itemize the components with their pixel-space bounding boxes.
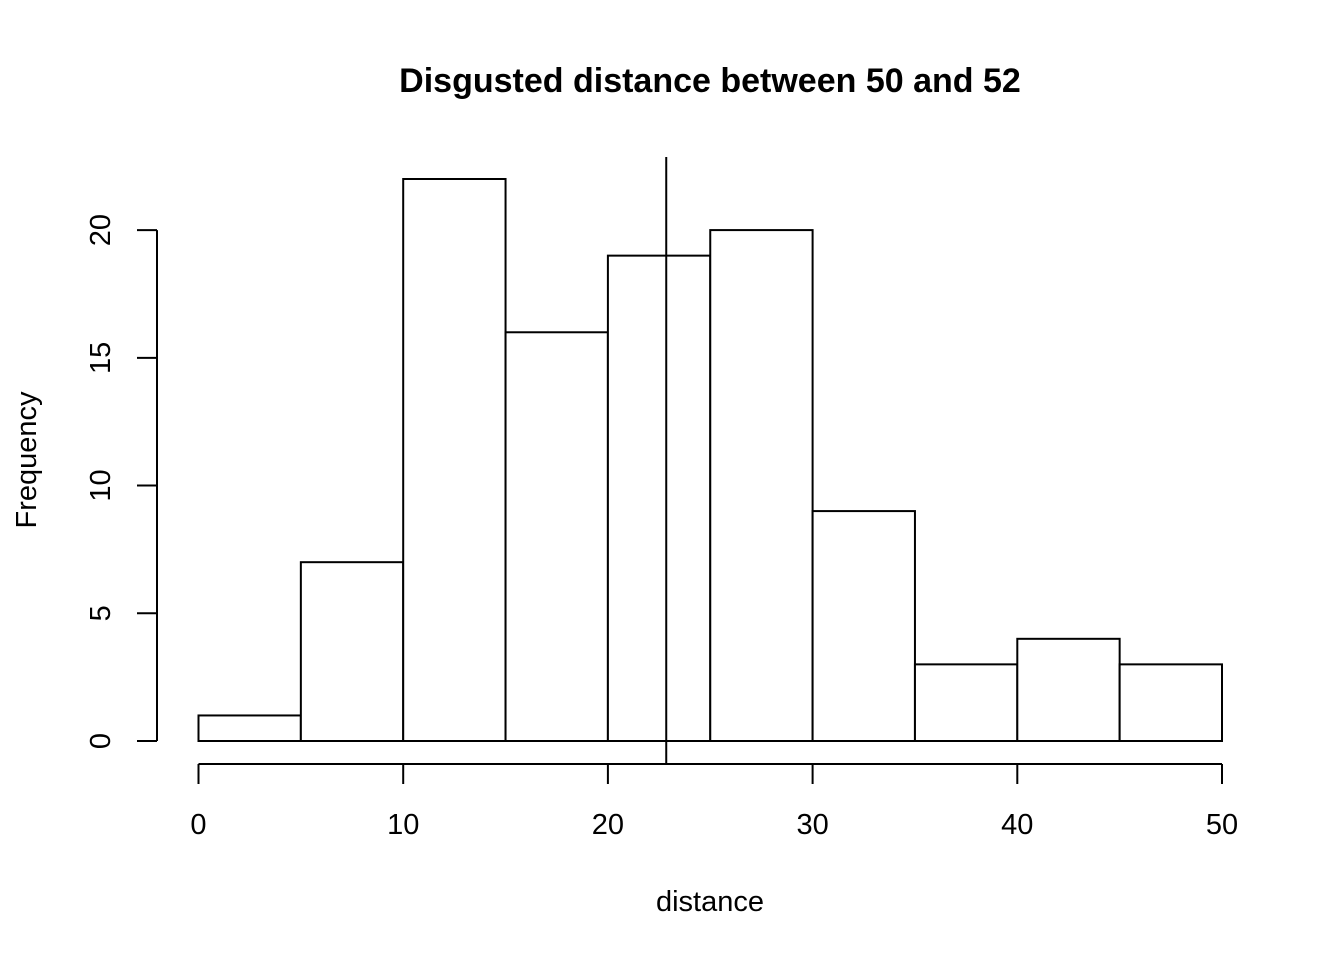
chart-title: Disgusted distance between 50 and 52: [399, 62, 1021, 100]
x-tick-label: 30: [796, 809, 828, 841]
histogram-bar: [913, 663, 1019, 743]
histogram-bar: [402, 178, 507, 742]
histogram-bar: [299, 561, 405, 742]
x-tick-label: 10: [387, 809, 419, 841]
histogram-bar: [1016, 637, 1121, 742]
x-tick-label: 40: [1001, 809, 1033, 841]
y-tick-label: 20: [85, 214, 117, 246]
histogram-bar: [504, 331, 609, 742]
x-tick-label: 50: [1206, 809, 1238, 841]
histogram-bar: [606, 254, 712, 743]
y-tick-label: 10: [85, 469, 117, 501]
y-tick-label: 0: [85, 733, 117, 749]
y-tick-label: 15: [85, 342, 117, 374]
x-tick-label: 20: [592, 809, 624, 841]
x-axis-label: distance: [656, 886, 764, 918]
histogram-bars: [197, 178, 1224, 743]
histogram-bar: [197, 714, 302, 742]
y-axis-label: Frequency: [11, 391, 43, 529]
x-tick-label: 0: [190, 809, 206, 841]
histogram-bar: [709, 229, 814, 742]
x-axis: 0 10 20 30 40 50: [190, 763, 1238, 841]
histogram-bar: [1118, 663, 1224, 743]
y-tick-label: 5: [85, 605, 117, 621]
histogram-bar: [811, 510, 916, 742]
y-axis: 0 5 10 15 20: [85, 214, 158, 749]
